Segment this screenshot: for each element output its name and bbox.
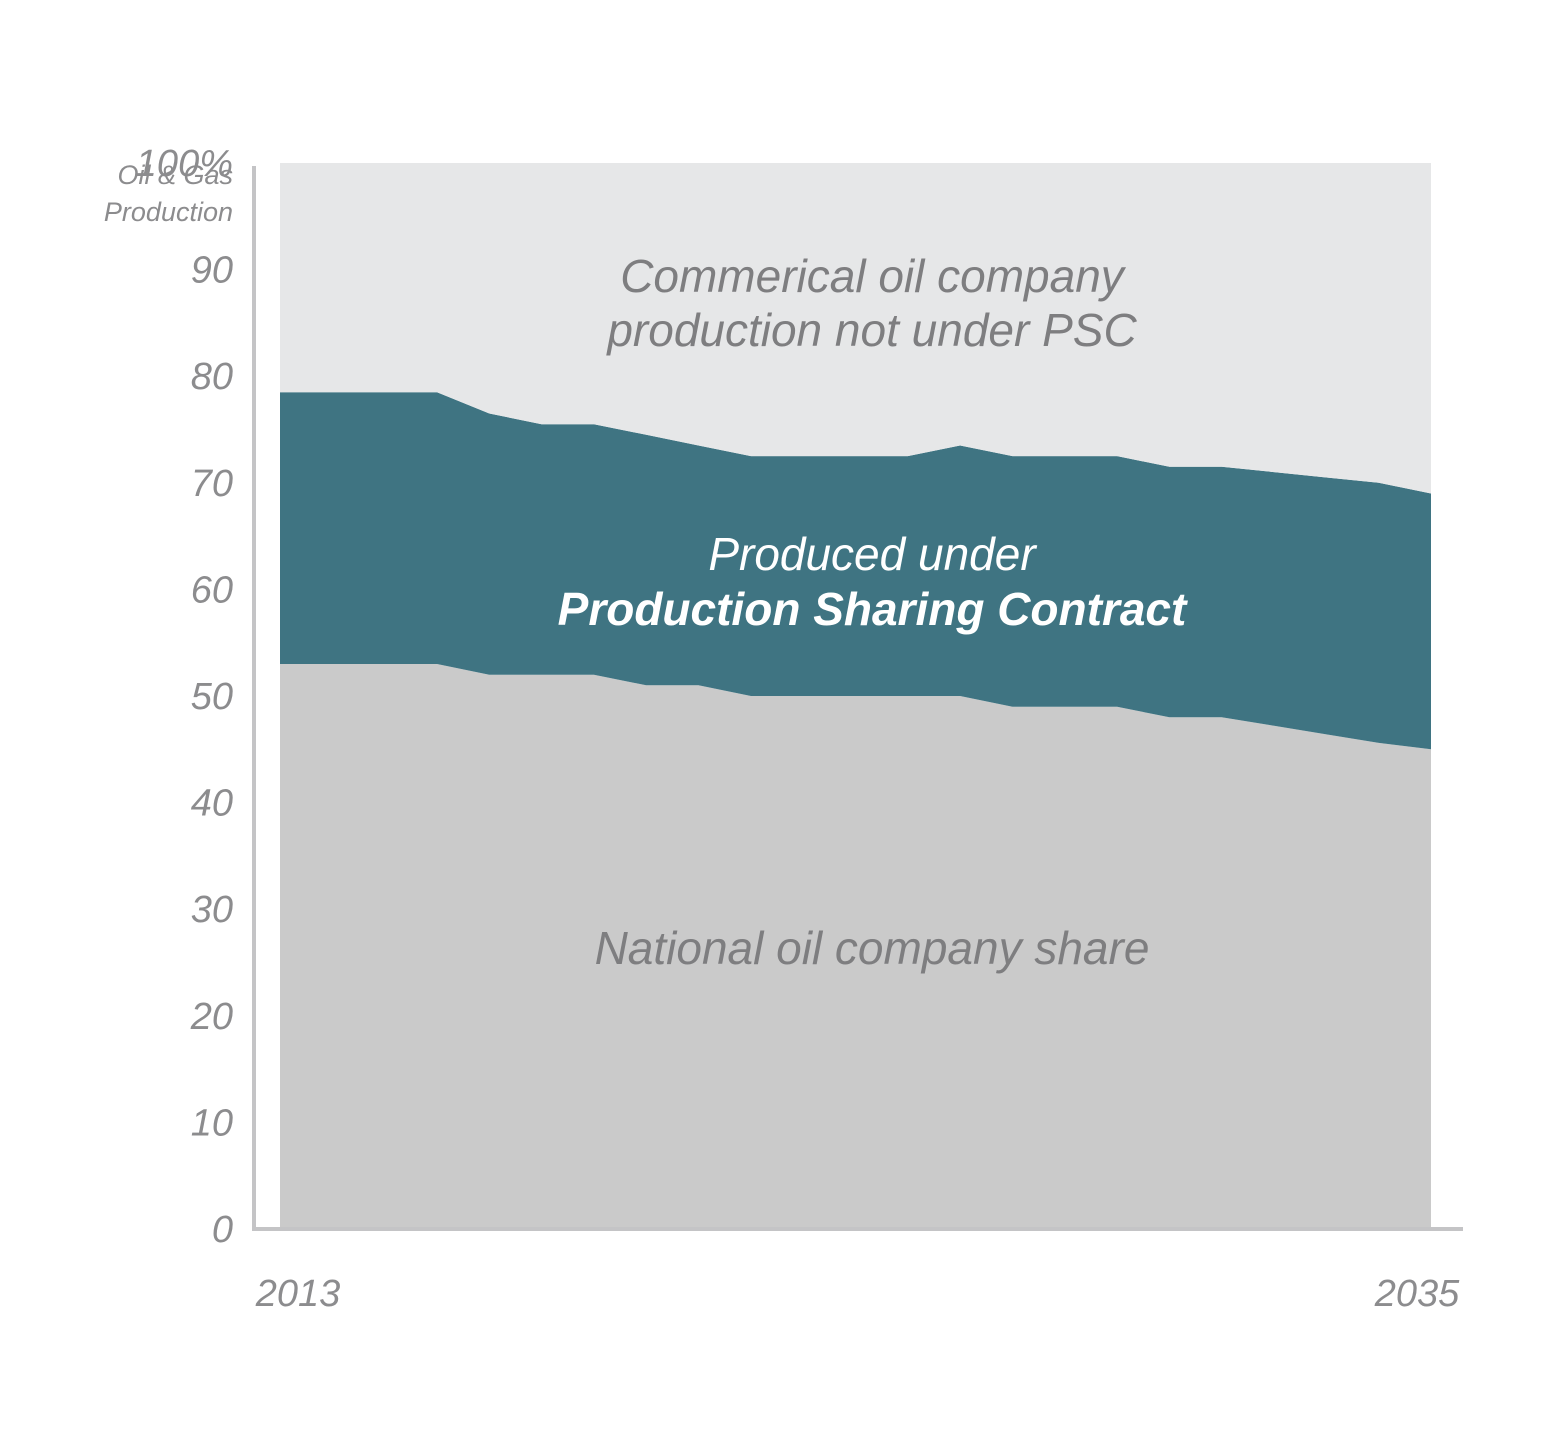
label-psc-line-1: Produced under [708,528,1037,580]
y-tick-label: 0 [212,1209,233,1251]
y-tick-label: 20 [190,996,233,1038]
label-national-oil-company: National oil company share [595,922,1150,974]
area-series-2 [280,392,1431,750]
x-tick-label-end: 2035 [1374,1273,1460,1315]
area-labels: National oil company share Produced under… [558,250,1188,974]
y-tick-label: 40 [191,783,233,825]
y-tick-label: 50 [191,676,233,718]
x-tick-label-start: 2013 [255,1273,341,1315]
area-series-3 [280,163,1431,494]
y-tick-label: 10 [191,1102,233,1144]
area-series-1 [280,664,1431,1229]
chart-areas [280,163,1431,1229]
y-tick-label: 70 [191,463,233,505]
label-commercial-line-1: Commerical oil company [620,250,1127,302]
y-tick-label: 80 [191,356,233,398]
label-psc-line-2: Production Sharing Contract [558,583,1188,635]
y-tick-label: 90 [191,250,233,292]
y-tick-label: 60 [191,569,233,611]
y-axis-title-line-1: Oil & Gas [117,160,233,190]
label-commercial-line-2: production not under PSC [605,304,1137,356]
y-axis-title-line-2: Production [104,197,233,227]
y-tick-label: 100% [136,143,233,185]
y-axis-ticks: 0 10 20 30 40 50 60 70 80 90 100% [136,143,233,1251]
y-tick-label: 30 [191,889,233,931]
